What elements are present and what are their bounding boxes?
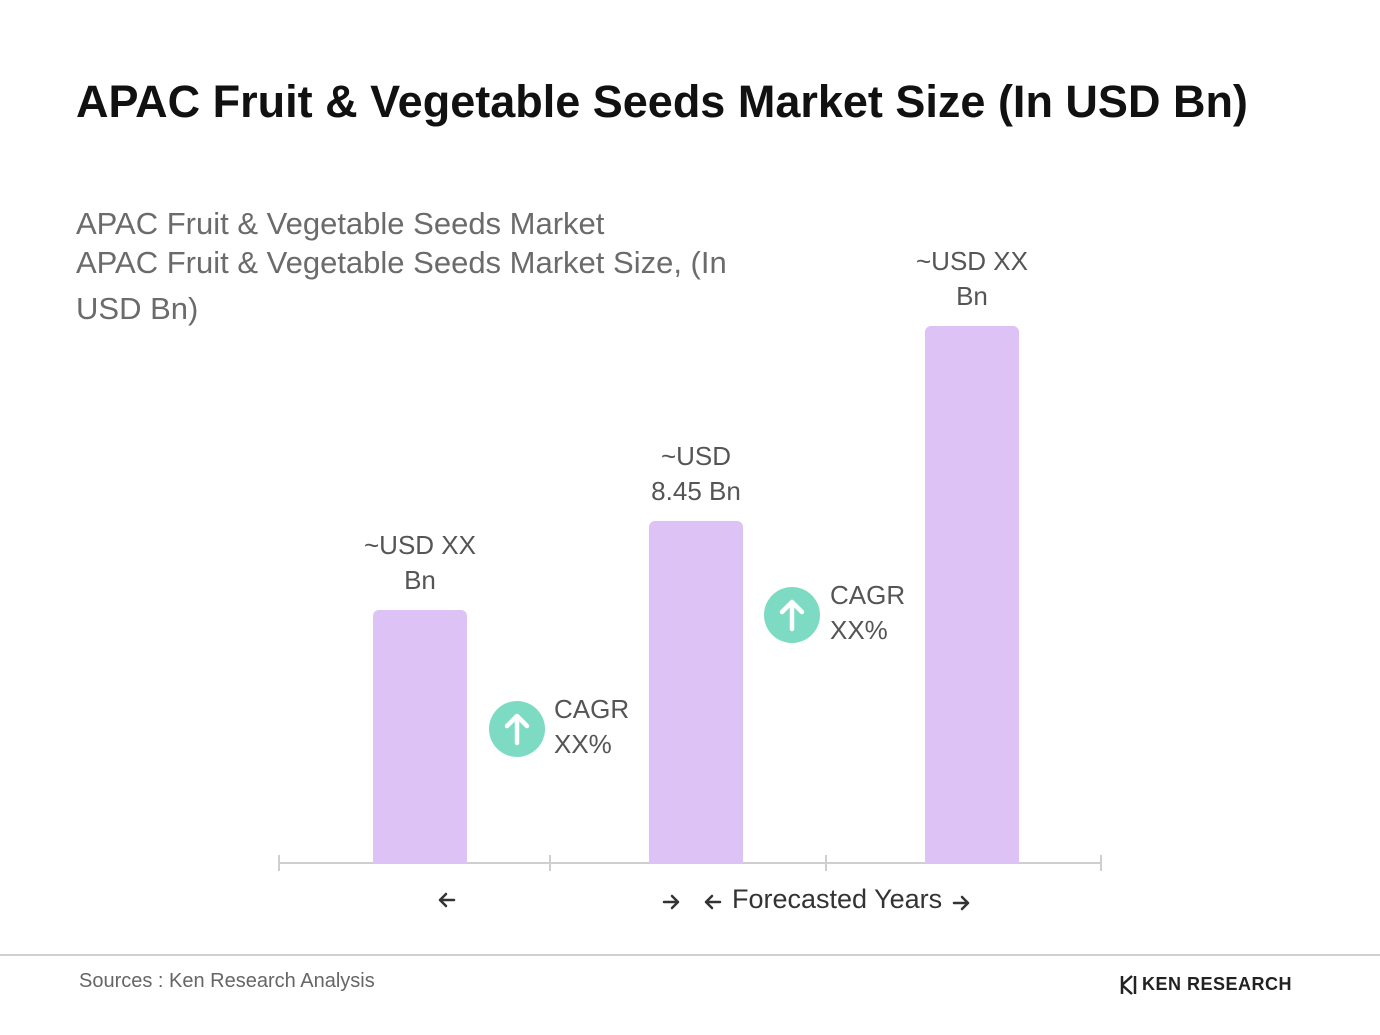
axis-layer (278, 855, 1102, 911)
logo-mark (1120, 975, 1137, 995)
x-axis-label: Forecasted Years (732, 884, 943, 914)
value-label: ~USD XX Bn (916, 246, 1028, 311)
value-label: ~USD XX Bn (364, 530, 476, 596)
arrow-up (779, 599, 805, 632)
arrows (438, 892, 970, 911)
chart-title: APAC Fruit & Vegetable Seeds Market Size… (76, 76, 1248, 127)
subtitle: APAC Fruit & Vegetable Seeds Market (76, 206, 605, 241)
value-label: ~USD 8.45 Bn (651, 441, 741, 507)
arrow-up (504, 713, 530, 746)
bar (925, 326, 1019, 863)
cagr-label: CAGR XX% (554, 694, 630, 759)
cagr-label: CAGR XX% (830, 580, 906, 645)
cagr-icon (489, 701, 545, 757)
subtitle: APAC Fruit & Vegetable Seeds Market Size… (76, 245, 727, 326)
bar (373, 610, 467, 863)
bar (649, 521, 743, 863)
x-axis (278, 855, 1102, 871)
logo: KEN RESEARCH (1142, 974, 1293, 994)
cagr-icon (764, 587, 820, 643)
divider (0, 954, 1380, 956)
source: Sources : Ken Research Analysis (79, 970, 375, 992)
